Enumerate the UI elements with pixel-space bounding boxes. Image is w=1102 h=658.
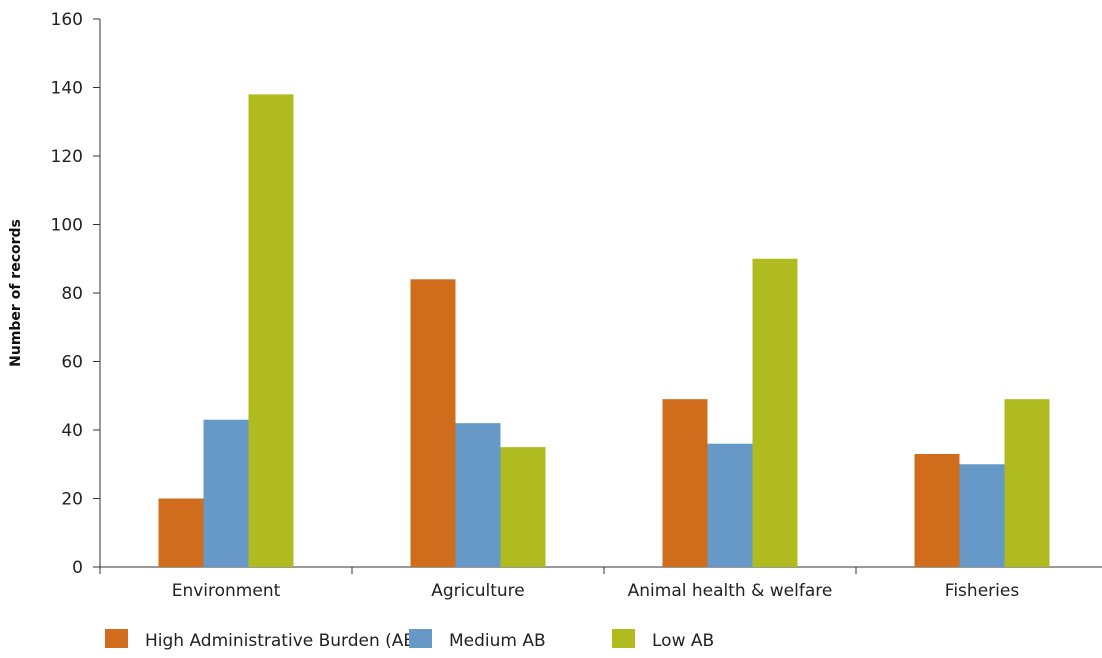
y-tick-label: 40 xyxy=(61,421,83,441)
legend-label: Medium AB xyxy=(449,631,546,651)
x-tick-label: Animal health & welfare xyxy=(628,581,833,601)
y-tick-label: 120 xyxy=(51,147,83,167)
bar xyxy=(915,454,960,567)
legend-label: High Administrative Burden (AB) xyxy=(145,631,422,651)
bar xyxy=(411,279,456,567)
x-tick-label: Agriculture xyxy=(431,581,525,601)
bar xyxy=(708,444,753,567)
legend-swatch xyxy=(409,629,432,648)
bar xyxy=(204,420,249,567)
x-axis: Environment Agriculture Animal health & we… xyxy=(100,567,1102,601)
legend-swatch xyxy=(612,629,635,648)
legend-swatch xyxy=(105,629,128,648)
bar xyxy=(960,464,1005,567)
x-tick-label: Environment xyxy=(172,581,281,601)
y-tick-label: 60 xyxy=(61,353,83,373)
legend: High Administrative Burden (AB) Medium AB… xyxy=(105,629,714,651)
bars xyxy=(159,94,1050,567)
bar xyxy=(159,499,204,568)
bar xyxy=(753,259,798,567)
y-tick-label: 20 xyxy=(61,490,83,510)
bar xyxy=(501,447,546,567)
y-tick-label: 80 xyxy=(61,284,83,304)
y-tick-label: 100 xyxy=(51,216,83,236)
bar xyxy=(249,94,294,567)
bar xyxy=(1005,399,1050,567)
legend-label: Low AB xyxy=(652,631,714,651)
bar xyxy=(456,423,501,567)
y-tick-label: 0 xyxy=(72,558,83,578)
bar xyxy=(663,399,708,567)
y-axis: 0 20 40 60 80 100 120 140 160 xyxy=(51,10,100,578)
y-tick-label: 160 xyxy=(51,10,83,30)
y-tick-label: 140 xyxy=(51,79,83,99)
y-axis-title: Number of records xyxy=(8,219,24,367)
x-tick-label: Fisheries xyxy=(945,581,1020,601)
